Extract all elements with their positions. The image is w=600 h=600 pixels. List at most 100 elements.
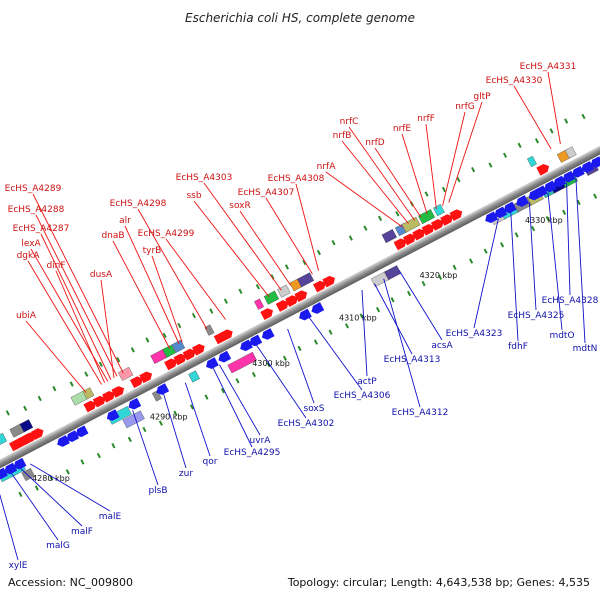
top-label-line xyxy=(100,279,115,379)
bottom-label-line xyxy=(383,278,421,408)
top-label-line xyxy=(32,193,124,374)
top-gene-label: tyrB xyxy=(143,246,162,256)
top-gene-label: nrfE xyxy=(393,124,412,134)
bottom-label-line xyxy=(184,382,211,457)
gc-dot xyxy=(127,436,132,443)
forward-gene-arrow xyxy=(260,308,273,320)
top-gene-label: nrfD xyxy=(365,138,385,148)
gc-dot xyxy=(116,357,121,363)
top-gene-label: ssb xyxy=(186,191,201,201)
top-label-line xyxy=(193,200,270,298)
bottom-label-line xyxy=(374,283,413,355)
bottom-gene-label: actP xyxy=(357,377,377,387)
gc-dot xyxy=(438,274,443,280)
tick-labels: 4280 kbp 4290 kbp 4300 kbp 4310 kbp 4320 kbp… xyxy=(32,216,563,483)
reverse-gene-arrow xyxy=(13,457,27,470)
reverse-gene-arrow xyxy=(516,195,529,207)
bottom-gene-label: zur xyxy=(179,469,193,479)
gc-dot xyxy=(456,176,461,183)
top-label-line xyxy=(30,248,109,382)
bottom-label-line xyxy=(163,393,187,469)
genome-summary-text: Topology: circular; Length: 4,643,538 bp… xyxy=(287,576,590,589)
gc-dot xyxy=(302,259,307,266)
top-label-lines xyxy=(25,71,561,393)
bottom-label-line xyxy=(547,192,563,331)
top-gene-label: EcHS_A4330 xyxy=(486,76,543,86)
gc-dot xyxy=(531,225,536,232)
gc-dot xyxy=(471,167,476,173)
forward-gene-arrow xyxy=(22,432,36,445)
bottom-label-line xyxy=(30,463,111,512)
forward-gene-arrow xyxy=(182,348,196,361)
top-gene-label: soxR xyxy=(229,201,251,211)
bottom-gene-label: malF xyxy=(71,527,93,537)
bottom-label-line xyxy=(287,328,315,404)
reverse-gene-arrow xyxy=(581,161,595,173)
gc-dot xyxy=(390,297,395,303)
gene-block xyxy=(297,272,315,288)
forward-gene-arrow xyxy=(393,238,407,251)
gc-dot xyxy=(223,298,228,304)
top-label-line xyxy=(165,238,226,320)
gc-dot xyxy=(581,113,586,120)
bottom-label-line xyxy=(528,202,537,311)
gene-block xyxy=(171,339,186,353)
forward-gene-arrow xyxy=(102,390,115,403)
gene-block xyxy=(0,432,7,448)
forward-gene-arrow xyxy=(449,209,463,222)
gc-dot xyxy=(469,258,474,264)
gc-dot xyxy=(270,274,275,280)
reverse-gene-arrow xyxy=(562,170,576,183)
gc-dot xyxy=(238,288,243,294)
top-label-line xyxy=(265,197,313,275)
gc-dot xyxy=(488,162,493,168)
gc-dot xyxy=(111,443,116,449)
gc-dot xyxy=(514,232,519,238)
bottom-label-line xyxy=(510,211,519,342)
top-label-line xyxy=(25,320,87,393)
gc-dot xyxy=(593,193,598,199)
gc-dot xyxy=(98,361,103,367)
gc-dot xyxy=(142,426,147,433)
bottom-gene-label: mdtO xyxy=(549,331,574,341)
gc-dot xyxy=(534,138,540,144)
top-gene-label: nrfF xyxy=(417,114,435,124)
gc-dot xyxy=(316,249,321,256)
bottom-label-line xyxy=(308,317,363,391)
genome-band xyxy=(0,113,600,498)
gc-dot xyxy=(549,128,554,134)
gene-block xyxy=(151,390,162,402)
gc-dot xyxy=(96,452,101,459)
top-label-line xyxy=(35,214,118,377)
top-gene-label: gltP xyxy=(473,92,491,102)
gc-dot xyxy=(483,248,488,254)
gc-dot xyxy=(69,381,74,387)
reverse-gene-arrow xyxy=(311,302,325,314)
gc-dot xyxy=(562,209,567,216)
bottom-label-line xyxy=(212,367,253,448)
forward-gene-arrow xyxy=(313,280,326,293)
forward-gene-arrow xyxy=(275,300,289,312)
gc-dot xyxy=(284,264,290,270)
gc-dot xyxy=(65,469,70,475)
gc-dot xyxy=(80,459,85,465)
reverse-gene-arrow xyxy=(206,357,219,369)
tick-label: 4320 kbp xyxy=(420,271,458,280)
forward-gene-arrow xyxy=(412,228,425,241)
forward-gene-arrow xyxy=(536,163,550,176)
bottom-label-line xyxy=(575,177,586,344)
bottom-gene-label: xylE xyxy=(9,561,28,571)
reverse-gene-arrow xyxy=(0,467,8,480)
gene-block xyxy=(82,387,95,400)
gene-block xyxy=(564,146,577,159)
bottom-label-line xyxy=(566,182,571,296)
gene-block xyxy=(277,284,291,298)
reverse-gene-arrow xyxy=(218,350,232,363)
reverse-gene-arrow xyxy=(156,383,170,395)
top-gene-label: EcHS_A4298 xyxy=(110,199,167,209)
gene-block xyxy=(433,204,445,217)
reverse-gene-arrow xyxy=(240,339,253,352)
gc-dot xyxy=(145,337,150,343)
gc-dot xyxy=(564,118,569,124)
gc-dot xyxy=(331,239,336,246)
